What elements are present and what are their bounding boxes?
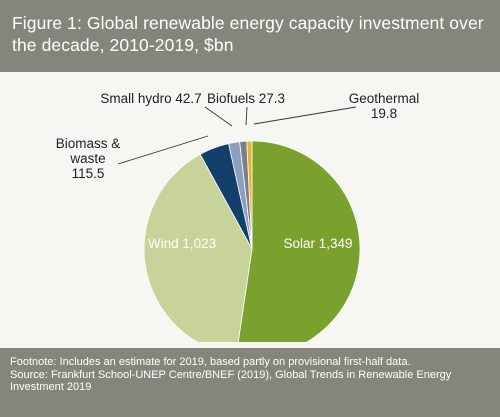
slice-label-geothermal: Geothermal 19.8 xyxy=(349,91,420,121)
leader-line-small-hydro xyxy=(204,106,233,127)
source-text: Source: Frankfurt School-UNEP Centre/BNE… xyxy=(10,368,455,394)
slice-label-small-hydro: Small hydro 42.7 xyxy=(100,91,201,106)
pie-slice-solar xyxy=(237,140,361,342)
leader-line-biofuels xyxy=(245,106,248,126)
pie-chart-svg: Solar 1,349 Wind 1,023 Biomass & waste 115.5… xyxy=(56,91,420,342)
figure-title: Figure 1: Global renewable energy capaci… xyxy=(12,13,484,55)
pie-chart: Solar 1,349 Wind 1,023 Biomass & waste 115.5… xyxy=(0,72,500,342)
leader-line-biomass-and-waste xyxy=(117,135,209,165)
pie-slice-wind xyxy=(143,153,253,342)
slice-label-wind: Wind 1,023 xyxy=(148,236,216,251)
pie-slice-geothermal xyxy=(246,140,253,250)
leader-line-geothermal xyxy=(253,106,357,125)
figure-header: Figure 1: Global renewable energy capaci… xyxy=(0,0,500,72)
footnote-text: Footnote: Includes an estimate for 2019,… xyxy=(10,356,411,368)
figure-footer: Footnote: Includes an estimate for 2019,… xyxy=(0,348,500,417)
slice-label-solar: Solar 1,349 xyxy=(283,236,352,251)
slice-label-biomass-and-waste: Biomass & waste 115.5 xyxy=(56,136,121,181)
slice-label-biofuels: Biofuels 27.3 xyxy=(207,91,285,106)
